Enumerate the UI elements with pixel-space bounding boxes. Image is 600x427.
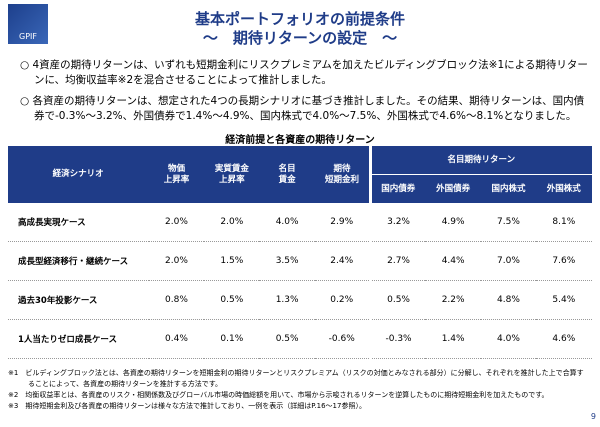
table-row: 過去30年投影ケース 0.8% 0.5% 1.3% 0.2% 0.5% 2.2% 4.8% 5.… [8, 280, 592, 320]
subcolumn-header: 外国債券 [425, 174, 482, 203]
table-row: 高成長実現ケース 2.0% 2.0% 4.0% 2.9% 3.2% 4.9% 7.5% 8.1% [8, 203, 592, 242]
footnote: ※1 ビルディングブロック法とは、各資産の期待リターンを短期金利の期待リターンと… [8, 369, 584, 388]
cell: 1.3% [259, 280, 315, 320]
cell: 5.4% [536, 280, 592, 320]
cell: 7.0% [480, 241, 537, 281]
cell: 0.5% [368, 280, 426, 320]
row-label: 成長型経済移行・継続ケース [8, 241, 149, 281]
header-line: 賃金 [278, 174, 296, 185]
cell: -0.3% [368, 319, 426, 359]
cell: 2.2% [425, 280, 481, 320]
header-line: 上昇率 [219, 174, 245, 185]
cell: 0.4% [148, 319, 205, 359]
table-caption: 経済前提と各資産の期待リターン [225, 135, 375, 146]
footnote: ※3 期待短期金利及び各資産の期待リターンは様々な方法で推計しており、一例を表示… [8, 402, 366, 410]
cell: 0.1% [204, 319, 260, 359]
logo: GPIF [8, 4, 48, 44]
cell: 4.8% [480, 280, 537, 320]
footnotes: ※1 ビルディングブロック法とは、各資産の期待リターンを短期金利の期待リターンと… [8, 368, 588, 412]
cell: 2.9% [314, 203, 371, 242]
header-line: 上昇率 [163, 174, 190, 185]
subcolumn-header: 国内債券 [368, 174, 426, 203]
column-header: 期待 短期金利 [314, 146, 371, 203]
header-line: 短期金利 [324, 174, 359, 185]
bullet: 各資産の期待リターンは、想定された4つの長期シナリオに基づき推計しました。その結… [20, 94, 592, 124]
cell: 7.5% [480, 203, 537, 242]
cell: 4.9% [425, 203, 481, 242]
header-line: 名目 [278, 163, 296, 174]
header-line: 物価 [167, 163, 185, 174]
cell: 0.8% [148, 280, 205, 320]
cell: 0.2% [314, 280, 371, 320]
title-line: ～ 期待リターンの設定 ～ [202, 29, 398, 47]
cell: 2.0% [148, 241, 205, 281]
column-header: 物価 上昇率 [148, 146, 205, 203]
cell: 2.0% [204, 203, 260, 242]
footnote: ※2 均衡収益率とは、各資産のリスク・相関係数及びグローバル市場の時価総額を用い… [8, 391, 549, 399]
header-line: 期待 [333, 163, 351, 174]
cell: 1.5% [204, 241, 260, 281]
cell: 4.4% [425, 241, 481, 281]
cell: 4.6% [536, 319, 592, 359]
table-row: 成長型経済移行・継続ケース 2.0% 1.5% 3.5% 2.4% 2.7% 4.4% 7.0… [8, 241, 592, 281]
cell: 8.1% [536, 203, 592, 242]
column-header: 実質賃金 上昇率 [204, 146, 260, 203]
cell: 3.5% [259, 241, 315, 281]
bullet: 4資産の期待リターンは、いずれも短期金利にリスクプレミアムを加えたビルディングブ… [20, 58, 592, 88]
cell: 4.0% [480, 319, 537, 359]
cell: 2.4% [314, 241, 371, 281]
cell: -0.6% [314, 319, 371, 359]
page-number: 9 [590, 412, 596, 421]
header-row: 経済シナリオ 物価 上昇率 実質賃金 上昇率 名目 賃金 期待 短期金利 名目期待リターン [8, 146, 593, 203]
cell: 0.5% [259, 319, 315, 359]
cell: 7.6% [536, 241, 592, 281]
table-row: 1人当たりゼロ成長ケース 0.4% 0.1% 0.5% -0.6% -0.3% 1.4% 4.… [8, 319, 592, 359]
row-label: 過去30年投影ケース [8, 280, 149, 320]
subcolumn-header: 国内株式 [480, 174, 537, 203]
cell: 2.7% [368, 241, 426, 281]
header-line: 経済シナリオ [52, 169, 104, 179]
cell: 2.0% [148, 203, 205, 242]
row-label: 1人当たりゼロ成長ケース [8, 319, 149, 359]
header-line: 実質賃金 [214, 163, 249, 174]
group-header: 名目期待リターン [368, 146, 593, 175]
cell: 0.5% [204, 280, 260, 320]
row-label: 高成長実現ケース [8, 203, 149, 242]
subcolumn-header: 外国株式 [536, 174, 593, 203]
cell: 1.4% [425, 319, 481, 359]
column-header: 経済シナリオ [8, 146, 150, 203]
table: 経済シナリオ 物価 上昇率 実質賃金 上昇率 名目 賃金 期待 短期金利 名目期待リターン 国内債券… [8, 146, 593, 359]
cell: 3.2% [368, 203, 426, 242]
header-row: 国内債券 外国債券 国内株式 外国株式 [8, 174, 593, 203]
title-line: 基本ポートフォリオの前提条件 [194, 10, 405, 28]
title: 基本ポートフォリオの前提条件 ～ 期待リターンの設定 ～ [0, 10, 600, 48]
cell: 4.0% [259, 203, 315, 242]
column-header: 名目 賃金 [259, 146, 316, 203]
